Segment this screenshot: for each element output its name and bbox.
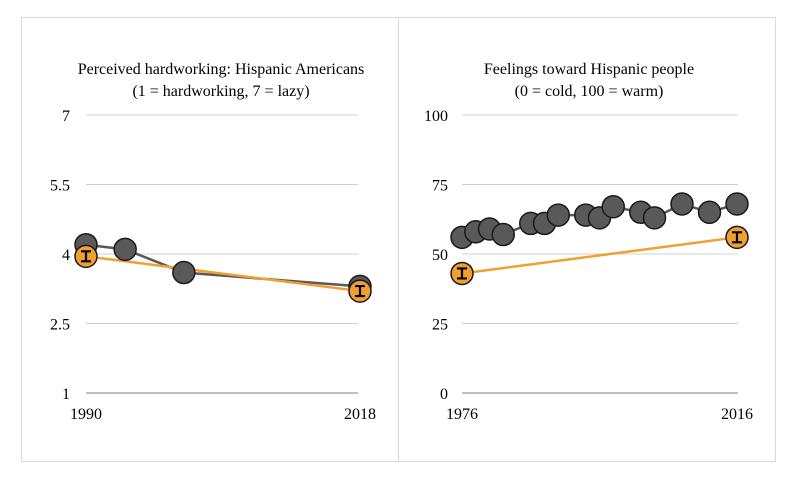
error-bar	[81, 250, 91, 263]
y-tick-label: 2.5	[50, 317, 70, 334]
series-1-point	[491, 222, 515, 247]
error-bar	[732, 231, 742, 244]
y-tick-label: 7	[62, 108, 70, 125]
chart-2-subtitle: (0 = cold, 100 = warm)	[515, 83, 664, 100]
chart-1-title: Perceived hardworking: Hispanic American…	[78, 61, 365, 78]
chart-1-plot: 1 2.5 4 5.5 7 1990 2018	[50, 108, 376, 423]
x-tick-label: 2018	[344, 406, 376, 423]
series-1-point	[172, 260, 196, 285]
y-tick-label: 1	[62, 386, 70, 403]
series-1-point	[725, 192, 749, 216]
error-bar	[355, 284, 365, 298]
chart-1-subtitle: (1 = hardworking, 7 = lazy)	[132, 83, 309, 100]
chart-2-title: Feelings toward Hispanic people	[484, 61, 694, 78]
y-tick-label: 5.5	[50, 178, 70, 195]
y-tick-label: 50	[432, 247, 448, 264]
panel-divider	[398, 17, 399, 462]
y-tick-label: 4	[62, 247, 70, 264]
series-1-point	[697, 200, 722, 225]
series-2-line	[85, 255, 361, 293]
y-tick-label: 75	[432, 178, 448, 195]
chart-2-plot: 0 25 50 75 100 1976 2016	[424, 108, 753, 423]
x-tick-label: 1990	[70, 406, 102, 423]
series-1-point	[546, 203, 570, 227]
x-tick-label: 2016	[721, 406, 753, 423]
series-1-point	[642, 206, 667, 230]
error-bar	[457, 267, 467, 280]
y-tick-label: 0	[440, 386, 448, 403]
series-1-point	[670, 192, 694, 216]
series-1-point	[601, 194, 625, 219]
series-2-line	[461, 236, 738, 275]
series-1-point	[113, 237, 137, 262]
y-tick-label: 25	[432, 317, 448, 334]
x-tick-label: 1976	[446, 406, 478, 423]
y-tick-label: 100	[424, 108, 448, 125]
